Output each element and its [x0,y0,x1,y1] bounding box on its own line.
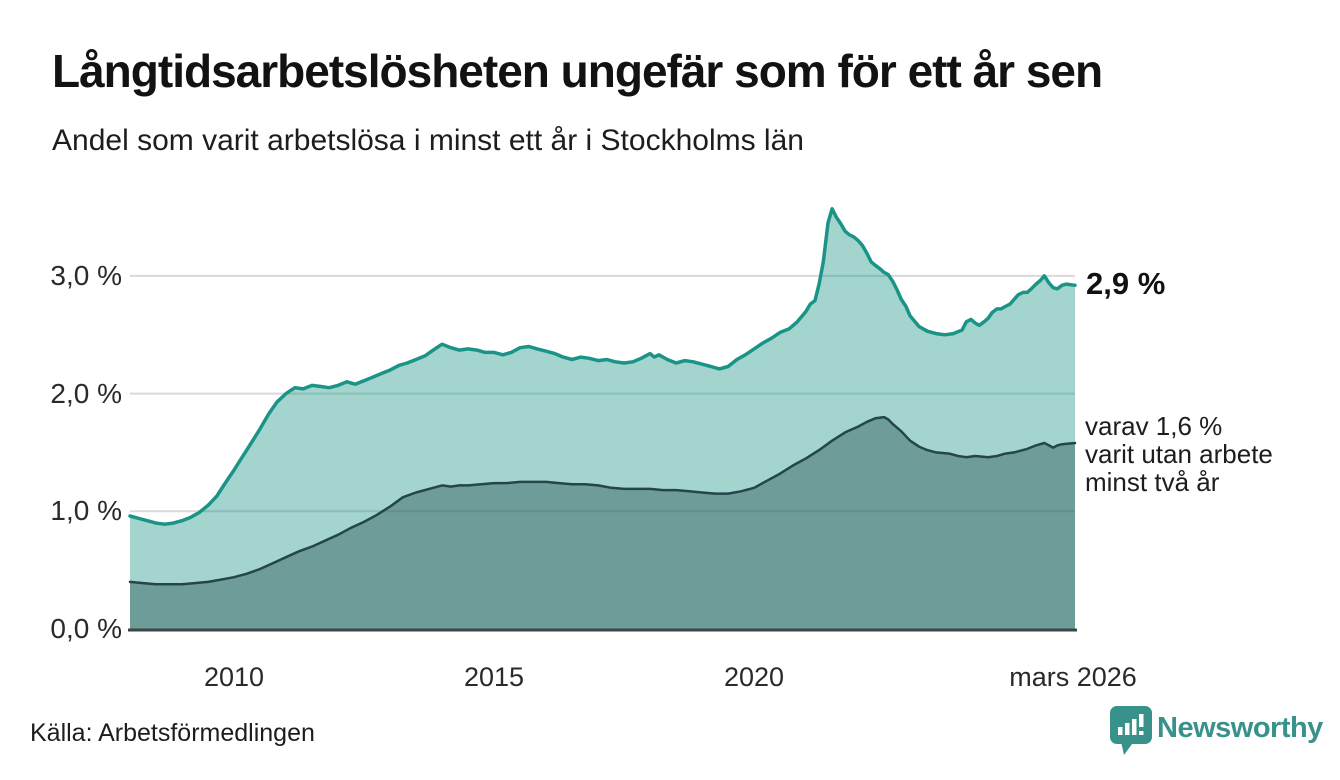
y-axis-tick-label: 0,0 % [50,613,122,644]
area-series-1 [130,208,1075,630]
annotation-line: varav 1,6 % [1085,411,1223,441]
line-series-1 [128,207,1077,526]
y-axis-tick-label: 3,0 % [50,260,122,291]
newsworthy-logo: Newsworthy [1110,704,1323,760]
area-series-2 [130,417,1075,629]
newsworthy-wordmark: Newsworthy [1157,712,1323,744]
annotation-line: minst två år [1085,467,1220,497]
source-note: Källa: Arbetsförmedlingen [30,719,315,747]
newsworthy-logo-icon [1110,706,1152,755]
page-subtitle: Andel som varit arbetslösa i minst ett å… [52,124,804,157]
y-axis-tick-label: 2,0 % [50,378,122,409]
y-axis-tick-label: 1,0 % [50,495,122,526]
line-series-2 [128,415,1077,586]
series-end-value-label: 2,9 % [1086,266,1166,301]
x-axis-tick-label: 2015 [463,662,525,692]
series-subset-annotation: varav 1,6 % varit utan arbete minst två … [1085,412,1273,496]
page-title: Långtidsarbetslösheten ungefär som för e… [52,45,1103,97]
x-axis-tick-label: 2020 [723,662,785,692]
annotation-line: varit utan arbete [1085,439,1273,469]
x-axis-tick-label: 2010 [203,662,265,692]
x-axis-tick-label: mars 2026 [1009,662,1137,692]
